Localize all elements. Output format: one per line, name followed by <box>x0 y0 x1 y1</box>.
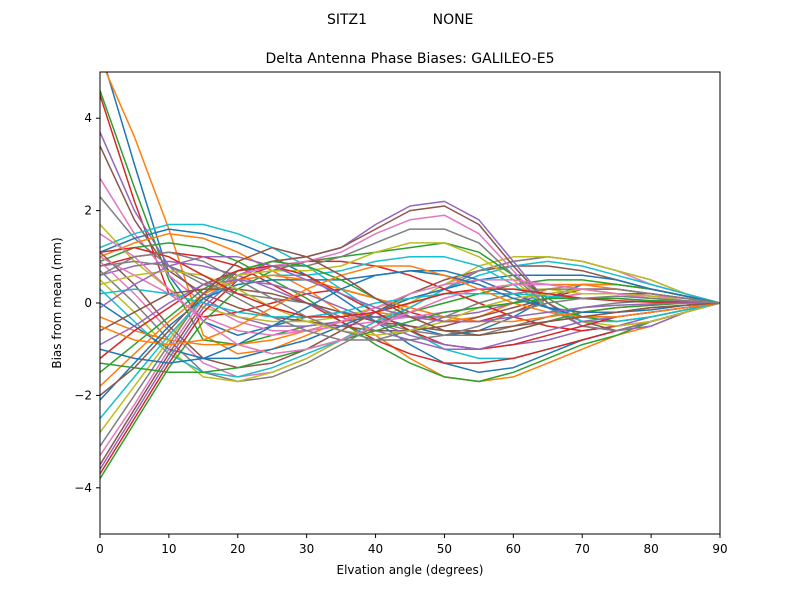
y-tick-label: 4 <box>84 111 92 125</box>
series-line-47 <box>100 233 720 355</box>
x-axis: 0 10 20 30 40 50 60 70 80 90 <box>96 534 728 556</box>
x-tick-label: 90 <box>712 542 727 556</box>
suptitle-right: NONE <box>433 12 474 28</box>
x-tick-label: 70 <box>575 542 590 556</box>
x-tick-label: 0 <box>96 542 104 556</box>
series-line-13 <box>100 242 720 383</box>
x-tick-label: 30 <box>299 542 314 556</box>
series-layer <box>100 72 720 479</box>
x-tick-label: 20 <box>230 542 245 556</box>
x-tick-label: 80 <box>643 542 658 556</box>
series-line-44 <box>100 246 720 318</box>
x-tick-label: 50 <box>437 542 452 556</box>
x-tick-label: 40 <box>368 542 383 556</box>
y-axis-label: Bias from mean (mm) <box>50 237 64 368</box>
y-axis: −4 −2 0 2 4 <box>74 111 100 495</box>
y-tick-label: 2 <box>84 204 92 218</box>
chart-title: Delta Antenna Phase Biases: GALILEO-E5 <box>265 51 554 67</box>
y-tick-label: −2 <box>74 388 92 402</box>
x-tick-label: 10 <box>161 542 176 556</box>
y-tick-label: −4 <box>74 481 92 495</box>
series-line-48 <box>100 251 720 341</box>
y-tick-label: 0 <box>84 296 92 310</box>
series-line-43 <box>100 297 720 374</box>
suptitle-left: SITZ1 <box>327 12 367 28</box>
x-axis-label: Elvation angle (degrees) <box>337 563 484 577</box>
series-line-42 <box>100 265 720 346</box>
series-line-46 <box>100 246 720 396</box>
x-tick-label: 60 <box>506 542 521 556</box>
